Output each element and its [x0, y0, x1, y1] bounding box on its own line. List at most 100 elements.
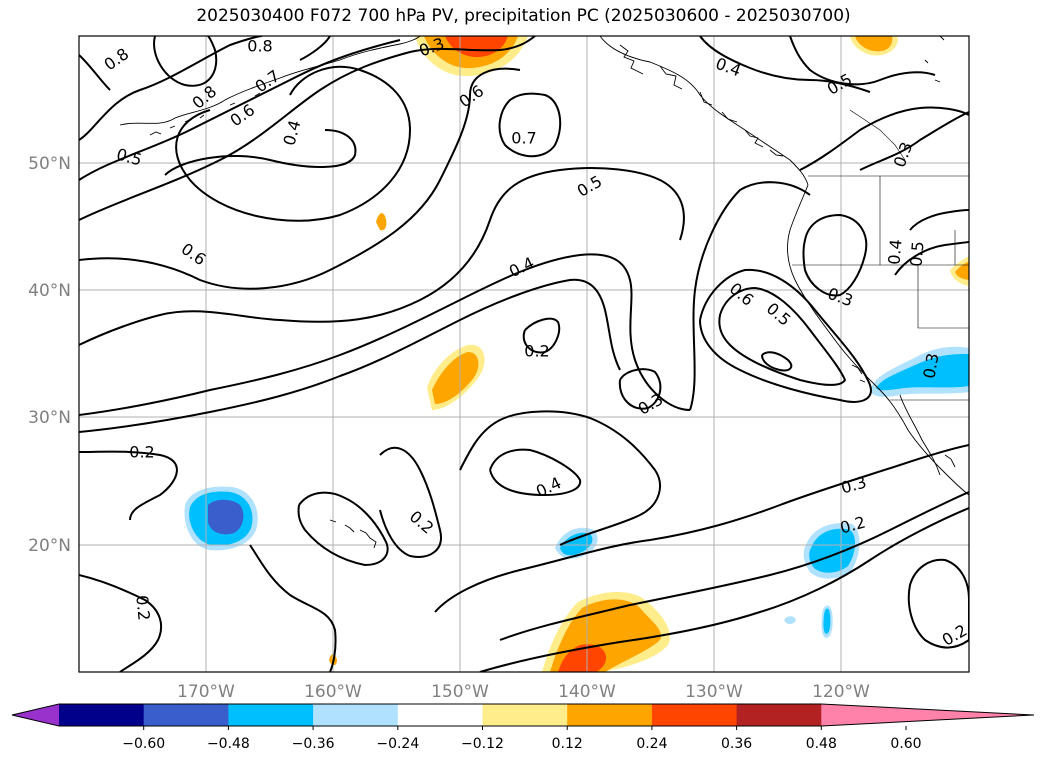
precip-anomaly-patch	[445, 36, 508, 58]
contour-label: 0.7	[511, 129, 536, 148]
latitude-labels: 50°N 40°N 30°N 20°N	[28, 154, 71, 556]
colorbar-tick-label: −0.36	[292, 736, 335, 752]
pv-contour-line	[79, 574, 163, 672]
precip-positive-shading	[329, 36, 969, 672]
colorbar-extend-low	[12, 704, 59, 726]
colorbar-tick-label: −0.48	[207, 736, 250, 752]
island-chain	[851, 364, 866, 383]
precip-anomaly-patch	[432, 352, 479, 404]
coastlines	[119, 36, 969, 549]
map-title: 2025030400 F072 700 hPa PV, precipitatio…	[196, 6, 851, 26]
pv-contour-line	[489, 448, 582, 497]
longitude-labels: 170°W 160°W 150°W 140°W 130°W 120°W	[177, 682, 870, 702]
pv-contour-line	[249, 544, 337, 672]
island-chain	[329, 519, 377, 549]
pv-contour-line	[894, 241, 969, 276]
borders	[792, 109, 969, 401]
colorbar-outline	[11, 703, 1035, 727]
precip-anomaly-patch	[558, 644, 606, 672]
pv-contour-line	[498, 92, 562, 158]
peninsula	[899, 394, 956, 476]
contour-label: 0.8	[247, 37, 272, 56]
island-chain	[619, 44, 784, 157]
pv-contour-line	[164, 129, 357, 176]
pv-contour-line	[699, 268, 872, 403]
colorbar-tick-label: 0.36	[721, 736, 752, 752]
colorbar-tick-label: 0.12	[552, 736, 583, 752]
pv-contour-line	[499, 491, 969, 641]
colorbar-segment	[228, 704, 314, 726]
latitude-label: 30°N	[28, 408, 71, 428]
contour-label: 0.4	[884, 238, 905, 265]
colorbar-segment	[567, 704, 653, 726]
pv-contour-line	[79, 450, 178, 521]
precip-anomaly-patch	[560, 532, 593, 556]
pv-contour-line	[79, 253, 691, 416]
precip-anomaly-patch	[376, 213, 387, 231]
pv-contour-line	[718, 286, 847, 386]
colorbar-segment	[397, 704, 483, 726]
pv-contour-line	[479, 507, 969, 672]
pv-contour-line	[79, 36, 536, 221]
pv-contour-line	[689, 181, 811, 411]
pv-contour-line	[79, 36, 263, 141]
map-frame	[78, 35, 970, 673]
precip-anomaly-patch	[809, 528, 856, 573]
longitude-label: 140°W	[558, 682, 616, 702]
longitude-label: 170°W	[177, 682, 235, 702]
pv-contour-line	[618, 368, 662, 410]
map-panel: 0.8 0.8 0.3 0.4 0.5 0.8 0.7 0.6 0.4 0.6 …	[79, 36, 969, 672]
coastline	[787, 184, 969, 496]
contour-label: 0.5	[906, 240, 927, 267]
pv-contour-line	[297, 491, 389, 567]
colorbar-segment	[651, 704, 738, 726]
pv-contour-line	[79, 67, 521, 290]
colorbar-segment	[59, 704, 145, 726]
precip-anomaly-patch	[876, 354, 969, 391]
pv-contour-line	[79, 167, 685, 346]
precip-anomaly-patch	[855, 36, 893, 52]
longitude-label: 160°W	[304, 682, 362, 702]
colorbar-tick-label: 0.24	[636, 736, 667, 752]
longitude-label: 120°W	[812, 682, 870, 702]
coastline	[924, 36, 945, 83]
pv-contour-line	[153, 36, 218, 87]
contour-label: 0.2	[132, 594, 153, 621]
pv-contour-line	[859, 111, 969, 171]
pv-contour-line	[799, 106, 969, 171]
precip-anomaly-patch	[208, 499, 244, 535]
colorbar-tick-label: −0.12	[461, 736, 504, 752]
contour-label: 0.3	[919, 352, 942, 380]
pv-contours	[79, 36, 969, 672]
pv-contour-line	[459, 410, 661, 546]
coastline	[599, 36, 809, 186]
latitude-label: 50°N	[28, 154, 71, 174]
precip-anomaly-patch	[955, 262, 969, 280]
contour-label: 0.2	[524, 342, 549, 361]
colorbar-tick-label: 0.48	[806, 736, 837, 752]
pv-contour-line	[907, 558, 969, 649]
contour-label: 0.2	[129, 443, 154, 462]
pv-contour-line	[379, 446, 442, 558]
colorbar-segment	[736, 704, 822, 726]
colorbar-tick-label: −0.24	[376, 736, 419, 752]
colorbar-tick-label: −0.60	[122, 736, 165, 752]
pv-contour-line	[909, 209, 969, 231]
pv-contour-line	[175, 65, 412, 222]
pv-contour-line	[79, 39, 401, 181]
pv-contour-line	[802, 213, 868, 297]
coastline	[119, 36, 421, 126]
pv-contour-line	[79, 278, 621, 433]
pv-contour-line	[522, 317, 561, 354]
colorbar-extend-high	[821, 704, 1034, 726]
border	[917, 265, 969, 329]
longitude-label: 130°W	[685, 682, 743, 702]
pv-contour-line	[434, 444, 969, 613]
pv-contour-line	[789, 36, 936, 86]
longitude-label: 150°W	[431, 682, 489, 702]
precip-anomaly-patch	[784, 616, 796, 625]
pv-contour-line	[761, 351, 793, 372]
latitude-label: 20°N	[28, 536, 71, 556]
colorbar-segment	[143, 704, 229, 726]
